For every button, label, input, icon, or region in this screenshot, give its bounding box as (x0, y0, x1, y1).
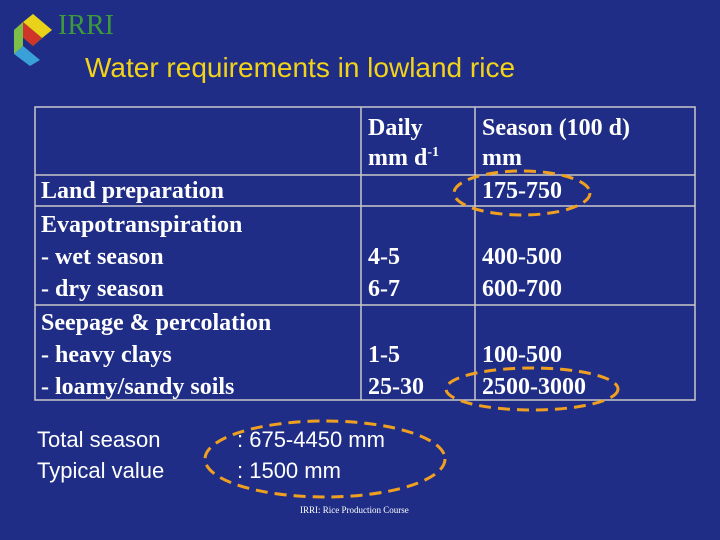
summary-value: : 1500 mm (237, 458, 341, 483)
logo-text: IRRI (58, 10, 114, 41)
season-cell: 2500-3000 (482, 374, 586, 400)
logo-mark (14, 14, 52, 66)
season-cell: 600-700 (482, 276, 562, 302)
slide-title: Water requirements in lowland rice (85, 52, 516, 83)
daily-cell: 1-5 (368, 342, 400, 368)
summary-value: : 675-4450 mm (237, 427, 385, 452)
daily-cell: 6-7 (368, 276, 400, 302)
summary-label: Typical value (37, 458, 165, 483)
row-label: - dry season (41, 276, 164, 302)
header-cell: Daily (368, 115, 423, 141)
header-sup: -1 (427, 145, 440, 160)
header-cell: mm d-1 (368, 145, 440, 171)
season-cell: 400-500 (482, 244, 562, 270)
daily-cell: 4-5 (368, 244, 400, 270)
season-cell: 175-750 (482, 178, 562, 204)
summary-label: Total season (37, 427, 161, 452)
table-grid (34, 106, 696, 401)
row-label: Evapotranspiration (41, 212, 243, 238)
season-cell: 100-500 (482, 342, 562, 368)
row-label: - wet season (41, 244, 164, 270)
daily-cell: 25-30 (368, 374, 424, 400)
header-cell: Season (100 d) (482, 115, 631, 141)
highlights (203, 169, 620, 499)
row-label: Land preparation (41, 178, 224, 204)
row-label: Seepage & percolation (41, 310, 272, 336)
header-text: mm d (368, 145, 428, 171)
row-label: - heavy clays (41, 342, 172, 368)
header-cell: mm (482, 145, 522, 171)
row-label: - loamy/sandy soils (41, 374, 235, 400)
footer: IRRI: Rice Production Course (300, 505, 409, 515)
